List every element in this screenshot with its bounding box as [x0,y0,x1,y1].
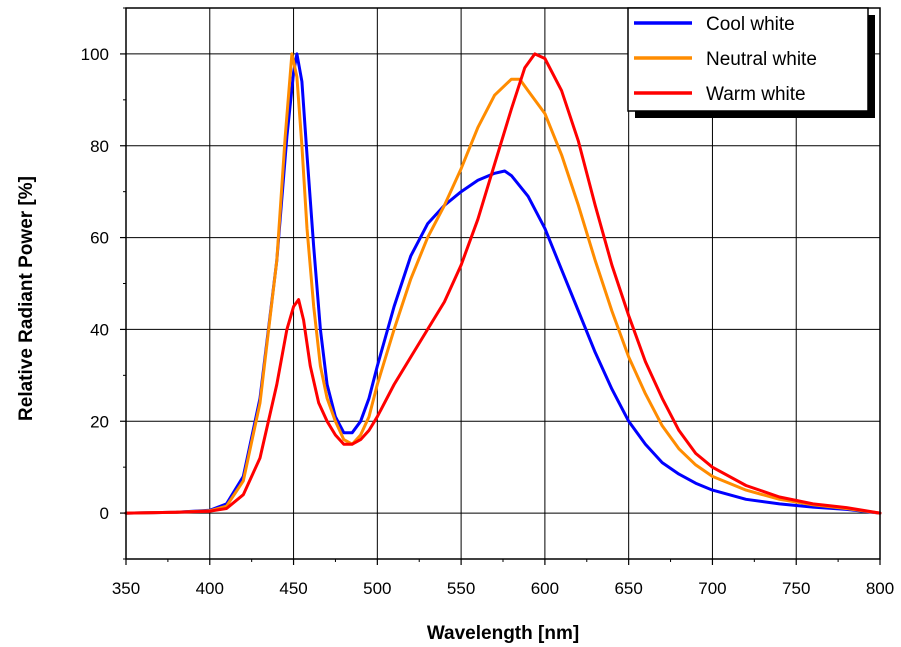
y-tick-label: 40 [90,320,109,339]
y-axis-title: Relative Radiant Power [%] [16,176,37,421]
series-line-cool-white [124,52,882,515]
x-tick-labels: 350 400 450 500 550 600 650 700 750 800 [112,579,894,598]
y-tick-label: 0 [100,504,109,523]
y-tick-label: 60 [90,229,109,248]
x-tick-label: 650 [614,579,642,598]
legend: Cool white Neutral white Warm white [627,7,875,118]
y-tick-label: 20 [90,412,109,431]
legend-label: Cool white [706,14,795,35]
legend-label: Warm white [706,84,806,105]
legend-label: Neutral white [706,49,817,70]
series-lines [124,52,882,515]
y-tick-label: 80 [90,137,109,156]
x-tick-label: 450 [279,579,307,598]
axis-ticks [120,7,881,565]
x-tick-label: 750 [782,579,810,598]
x-tick-label: 600 [531,579,559,598]
x-axis-title: Wavelength [nm] [427,623,579,644]
series-line-warm-white [124,52,882,515]
x-tick-label: 800 [866,579,894,598]
y-tick-label: 100 [81,45,109,64]
series-line-neutral-white [124,52,882,515]
x-tick-label: 500 [363,579,391,598]
x-tick-label: 350 [112,579,140,598]
x-tick-label: 550 [447,579,475,598]
x-tick-label: 400 [196,579,224,598]
y-tick-labels: 0 20 40 60 80 100 [81,45,109,523]
x-tick-label: 700 [698,579,726,598]
grid-lines [125,8,881,559]
